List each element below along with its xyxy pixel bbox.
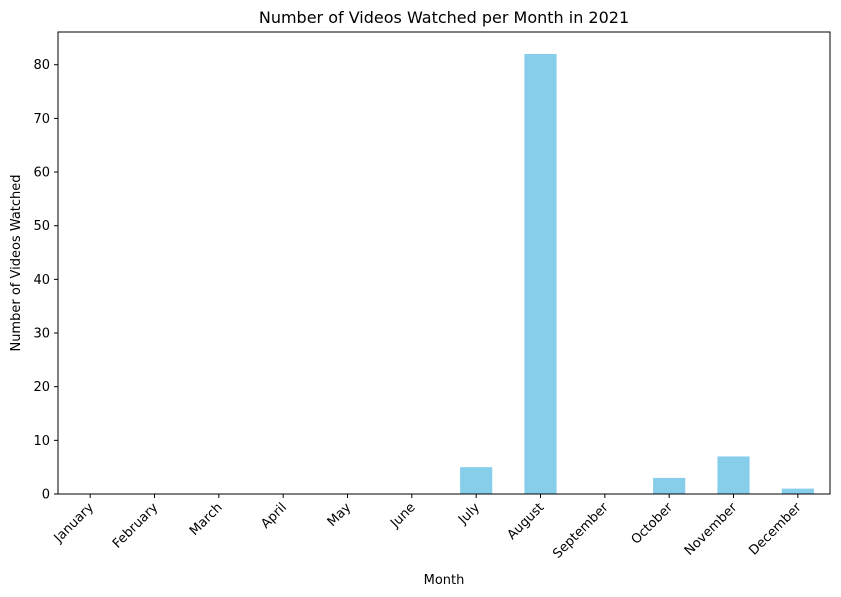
- bar-august: [524, 54, 557, 494]
- bar-december: [781, 488, 814, 494]
- x-tick-label: September: [550, 500, 612, 562]
- y-tick-label: 40: [33, 273, 50, 288]
- y-tick-label: 30: [33, 327, 50, 342]
- x-tick-label: November: [682, 500, 741, 559]
- x-tick-label: April: [258, 500, 290, 532]
- y-tick-label: 60: [33, 166, 50, 181]
- x-tick-label: March: [187, 500, 226, 539]
- y-tick-label: 80: [33, 58, 50, 73]
- y-axis-title: Number of Videos Watched: [9, 174, 24, 351]
- y-tick-label: 10: [33, 434, 50, 449]
- y-tick-label: 50: [33, 219, 50, 234]
- chart-title: Number of Videos Watched per Month in 20…: [259, 8, 629, 27]
- plot-area: 0 10 20 30 40 50 60 70 80 January February March Apr…: [33, 31, 831, 562]
- x-tick-label: June: [387, 500, 418, 531]
- bar-november: [717, 456, 750, 494]
- y-tick-label: 0: [42, 488, 50, 503]
- x-tick-label: January: [51, 500, 97, 546]
- plot-frame: [57, 31, 831, 495]
- x-tick-label: May: [325, 500, 355, 530]
- x-tick-label: July: [455, 500, 483, 528]
- x-tick-label: October: [629, 500, 677, 548]
- x-tick-label: December: [746, 500, 805, 559]
- y-tick-label: 20: [33, 380, 50, 395]
- x-axis-title: Month: [424, 573, 465, 588]
- x-tick-label: August: [505, 500, 548, 543]
- bar-july: [460, 467, 493, 494]
- y-tick-label: 70: [33, 112, 50, 127]
- x-tick-label: February: [110, 500, 162, 552]
- bar-october: [653, 477, 686, 494]
